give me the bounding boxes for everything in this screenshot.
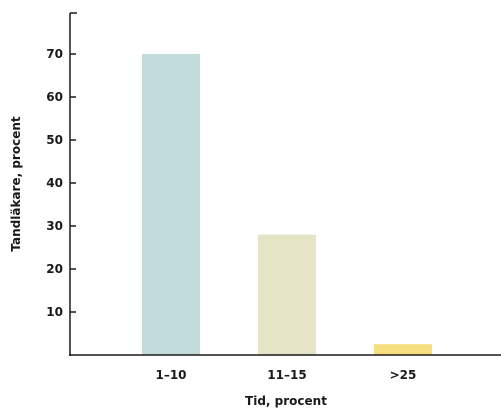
y-ticks-group: 10 20 30 40 50 60 70 xyxy=(46,47,76,319)
y-tick-label: 60 xyxy=(46,90,63,104)
y-tick-label: 10 xyxy=(46,305,63,319)
y-tick-label: 20 xyxy=(46,262,63,276)
y-tick-label: 50 xyxy=(46,133,63,147)
bar xyxy=(258,234,316,355)
bar xyxy=(142,54,200,355)
y-tick-label: 30 xyxy=(46,219,63,233)
y-tick-label: 70 xyxy=(46,47,63,61)
bar xyxy=(374,344,432,355)
x-axis-title: Tid, procent xyxy=(245,394,327,408)
y-axis-title: Tandläkare, procent xyxy=(9,116,23,251)
x-tick-label: 11–15 xyxy=(267,368,306,382)
x-tick-label: >25 xyxy=(390,368,417,382)
x-tick-labels-group: 1–10 11–15 >25 xyxy=(155,368,416,382)
x-tick-label: 1–10 xyxy=(155,368,186,382)
y-tick-label: 40 xyxy=(46,176,63,190)
bars-group xyxy=(142,54,432,355)
